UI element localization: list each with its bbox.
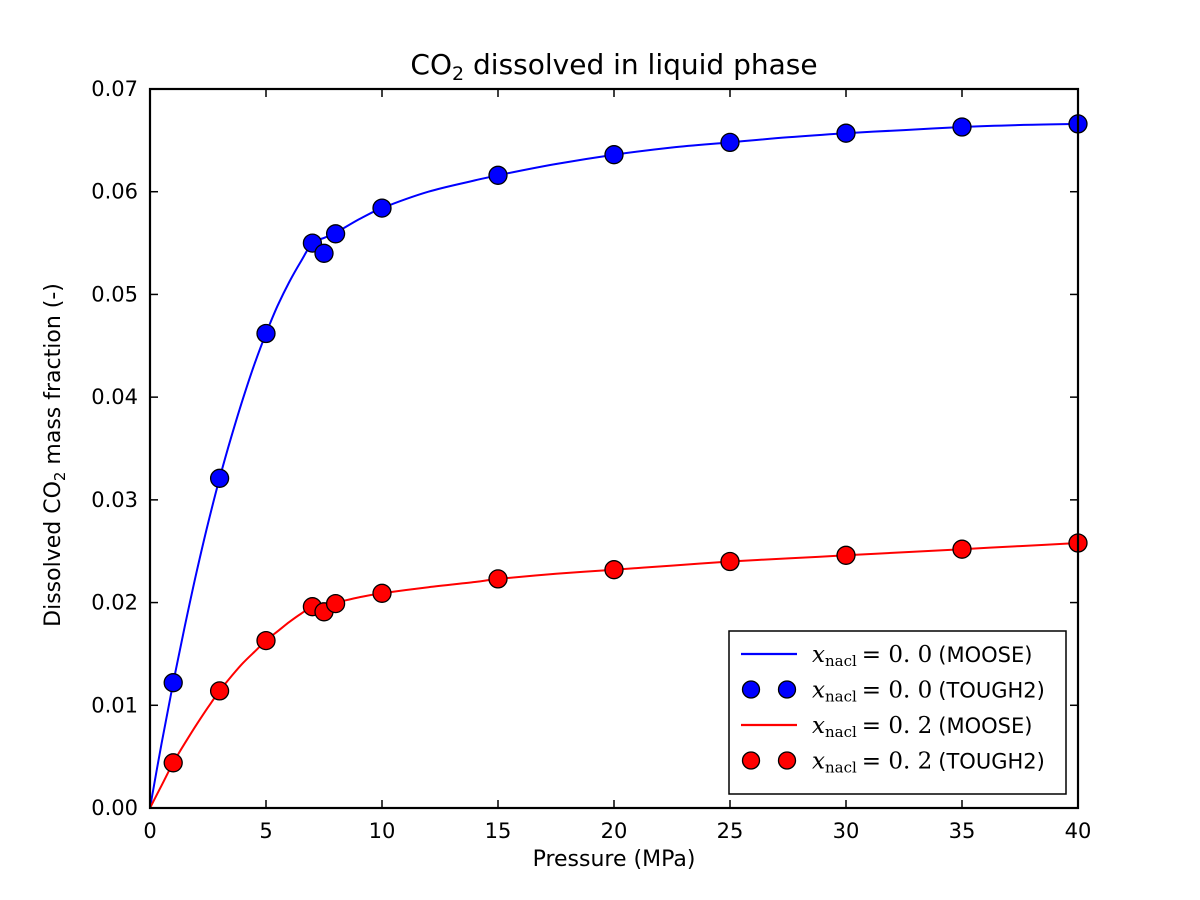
tough2-marker <box>163 673 183 693</box>
y-axis-label: Dissolved CO2 mass fraction (-) <box>41 283 69 627</box>
legend-label: xnacl = 0. 2 (TOUGH2) <box>812 749 1045 777</box>
legend-dot-sample <box>741 680 761 699</box>
x-tick-label: 35 <box>949 819 976 843</box>
legend-entry: xnacl = 0. 0 (MOOSE) <box>741 642 1032 670</box>
y-tick-label: 0.02 <box>91 591 138 615</box>
tough2-marker <box>488 165 508 185</box>
legend-entry: xnacl = 0. 2 (TOUGH2) <box>741 749 1045 777</box>
legend-dot-sample <box>777 751 797 770</box>
x-tick-label: 20 <box>601 819 628 843</box>
x-tick-label: 40 <box>1065 819 1092 843</box>
legend-entry: xnacl = 0. 2 (MOOSE) <box>741 713 1032 741</box>
y-tick-label: 0.00 <box>91 796 138 820</box>
legend-label: xnacl = 0. 0 (MOOSE) <box>812 642 1032 670</box>
x-tick-label: 10 <box>369 819 396 843</box>
chart-title: CO2 dissolved in liquid phase <box>410 48 817 85</box>
legend-dot-sample <box>741 751 761 770</box>
tough2-marker <box>209 468 230 488</box>
x-tick-label: 5 <box>259 819 272 843</box>
tough2-marker <box>325 224 346 244</box>
y-tick-label: 0.03 <box>91 488 138 512</box>
tough2-marker <box>836 545 856 565</box>
y-tick-label: 0.05 <box>91 282 138 306</box>
legend-entry: xnacl = 0. 0 (TOUGH2) <box>741 678 1045 706</box>
x-tick-label: 30 <box>833 819 860 843</box>
tough2-marker <box>952 117 972 137</box>
x-axis-label: Pressure (MPa) <box>533 847 696 872</box>
tough2-marker <box>372 583 392 603</box>
tough2-marker <box>314 243 334 263</box>
y-tick-label: 0.04 <box>91 385 138 409</box>
axes-spines <box>148 87 1080 810</box>
y-tick-label: 0.06 <box>91 180 138 204</box>
tough2-marker <box>604 560 624 580</box>
legend: xnacl = 0. 0 (MOOSE) xnacl = 0. 0 (TOUGH2) xna… <box>728 630 1067 795</box>
tough2-marker <box>720 551 740 572</box>
y-tick-label: 0.07 <box>91 77 138 101</box>
tough2-marker <box>372 198 392 218</box>
tough2-marker <box>488 569 508 589</box>
tough2-marker <box>720 132 740 153</box>
legend-label: xnacl = 0. 0 (TOUGH2) <box>812 678 1045 706</box>
legend-box <box>728 630 1067 795</box>
tough2-marker <box>163 753 183 773</box>
tough2-marker <box>952 539 972 559</box>
tough2-marker <box>836 123 856 143</box>
tough2-marker <box>325 593 346 614</box>
legend-dot-sample <box>777 680 797 699</box>
y-tick-label: 0.01 <box>91 693 138 717</box>
x-tick-label: 0 <box>143 819 156 843</box>
legend-label: xnacl = 0. 2 (MOOSE) <box>812 713 1032 741</box>
tough2-marker <box>256 630 276 651</box>
tough2-marker <box>209 681 230 701</box>
tough2-marker <box>604 145 624 165</box>
plot-content: 0 5 10 15 20 25 30 35 40 0.00 0.01 0.02 0.03 0.04 0.05… <box>91 77 1091 843</box>
x-tick-label: 15 <box>485 819 512 843</box>
x-tick-label: 25 <box>717 819 744 843</box>
tough2-marker <box>256 323 276 344</box>
